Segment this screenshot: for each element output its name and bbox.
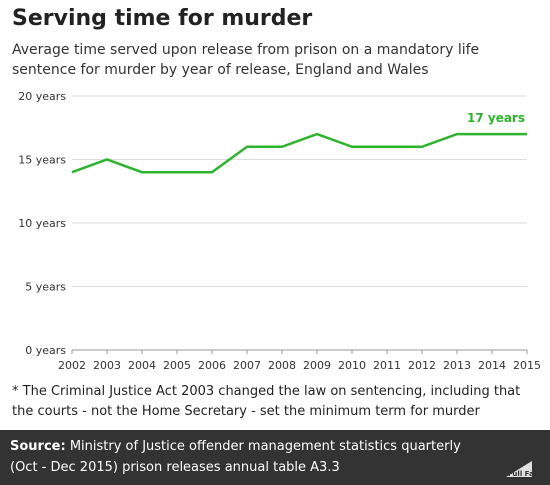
series-line [71, 132, 527, 174]
chart-title: Serving time for murder [12, 6, 313, 31]
x-tick-label: 2011 [373, 359, 401, 372]
source-bar: Source: Ministry of Justice offender man… [0, 430, 550, 485]
x-tick-label: 2005 [163, 359, 191, 372]
source-label: Source: [10, 439, 66, 454]
x-tick-label: 2004 [128, 359, 156, 372]
source-description: Ministry of Justice offender management … [10, 439, 461, 475]
y-tick-label: 20 years [18, 90, 66, 103]
grid-lines [72, 95, 527, 351]
series-layer [71, 132, 527, 174]
footnote: * The Criminal Justice Act 2003 changed … [12, 384, 521, 419]
brand-text: Full Fact [508, 470, 542, 478]
x-tick-label: 2006 [198, 359, 226, 372]
data-label: 17 years [467, 111, 525, 125]
x-tick-label: 2015 [513, 359, 541, 372]
x-tick-label: 2008 [268, 359, 296, 372]
x-axis-ticks: 2002 2003 2004 2005 2006 2007 2008 2009 2010 2011… [58, 350, 541, 372]
y-axis-ticks: 0 years 5 years 10 years 15 years 20 years [18, 90, 66, 357]
full-fact-logo-icon: Full Fact [506, 461, 542, 478]
x-tick-label: 2010 [338, 359, 366, 372]
source-text: Source: Ministry of Justice offender man… [10, 436, 480, 478]
y-tick-label: 10 years [18, 217, 66, 230]
x-tick-label: 2007 [233, 359, 261, 372]
x-tick-label: 2012 [408, 359, 436, 372]
x-tick-label: 2013 [443, 359, 471, 372]
annotation-layer: 17 years [467, 111, 525, 125]
chart-subtitle: Average time served upon release from pr… [12, 42, 480, 78]
y-tick-label: 15 years [18, 154, 66, 167]
line-chart: 0 years 5 years 10 years 15 years 20 years 2… [18, 90, 541, 372]
x-tick-label: 2002 [58, 359, 86, 372]
y-tick-label: 5 years [25, 281, 66, 294]
x-tick-label: 2009 [303, 359, 331, 372]
x-tick-label: 2014 [478, 359, 506, 372]
x-tick-label: 2003 [93, 359, 121, 372]
y-tick-label: 0 years [25, 344, 66, 357]
